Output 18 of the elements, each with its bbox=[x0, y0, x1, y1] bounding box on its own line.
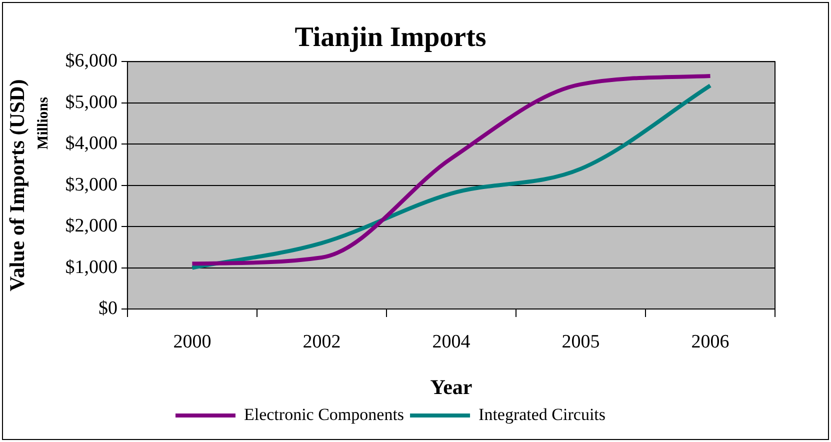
x-tick-label: 2004 bbox=[432, 331, 471, 352]
y-tick-label: $5,000 bbox=[65, 92, 118, 113]
y-tick-label: $4,000 bbox=[65, 133, 118, 154]
x-tick-label: 2002 bbox=[302, 331, 341, 352]
y-tick-label: $2,000 bbox=[65, 216, 118, 237]
text: Millions bbox=[35, 96, 52, 150]
y-tick-label: $6,000 bbox=[65, 50, 118, 72]
y-tick-label: $3,000 bbox=[65, 174, 118, 196]
x-tick-label: 2006 bbox=[691, 331, 730, 352]
legend-label: Integrated Circuits bbox=[478, 404, 606, 424]
x-tick-label: 2000 bbox=[173, 331, 212, 352]
y-tick-label: $0 bbox=[98, 298, 118, 319]
y-tick-label: $1,000 bbox=[65, 256, 118, 278]
x-axis-title: Year bbox=[430, 374, 472, 399]
x-tick-label: 2005 bbox=[562, 331, 600, 352]
legend-label: Electronic Components bbox=[244, 404, 404, 424]
y-axis-title: Value of Imports (USD) bbox=[5, 79, 30, 292]
chart-title: Tianjin Imports bbox=[294, 22, 486, 54]
